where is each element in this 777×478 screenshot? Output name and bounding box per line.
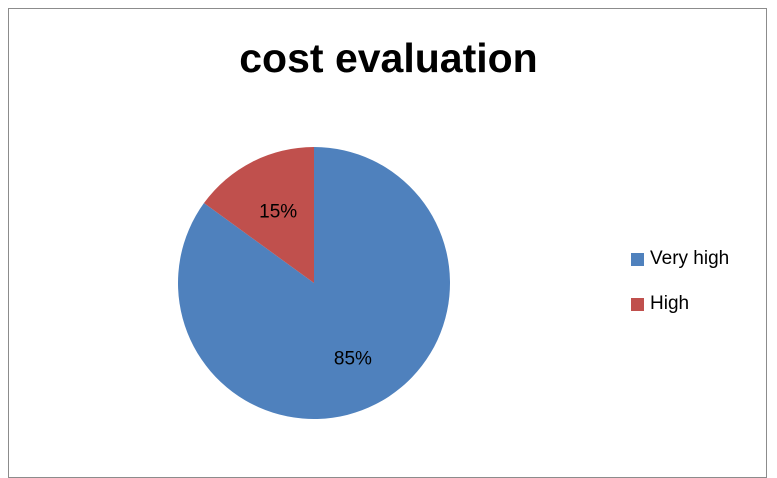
pie-chart: 85% 15% (177, 147, 450, 419)
pie-label-high: 15% (259, 202, 297, 223)
pie-slice-high (203, 147, 314, 283)
legend-label-high: High (650, 293, 690, 314)
legend-item-high: High (631, 293, 729, 315)
legend-label-very-high: Very high (650, 248, 730, 269)
chart-legend: Very high High (631, 248, 729, 338)
pie-label-very-high: 85% (334, 348, 372, 369)
chart-title: cost evaluation (239, 35, 538, 81)
legend-item-very-high: Very high (631, 248, 729, 270)
legend-swatch-high (631, 297, 644, 311)
legend-swatch-very-high (631, 252, 644, 266)
